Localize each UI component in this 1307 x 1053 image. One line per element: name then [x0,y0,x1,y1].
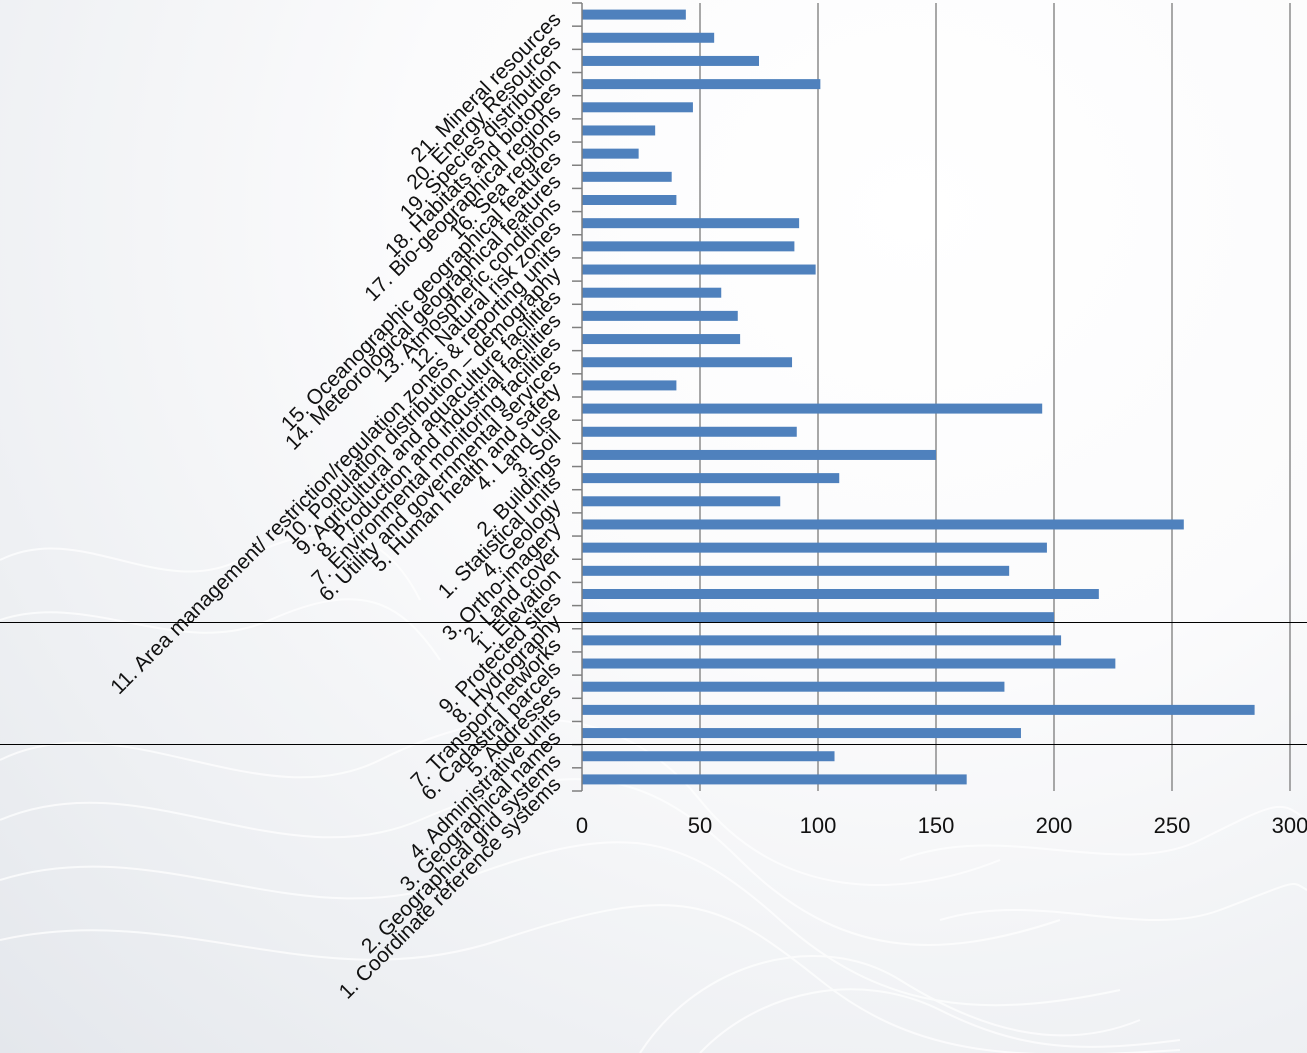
bar [582,728,1021,739]
bar [582,125,656,136]
bar [582,542,1047,553]
bar [582,287,722,298]
bar [582,612,1054,623]
bar [582,658,1116,669]
bar [582,635,1062,646]
bar [582,55,759,66]
bar [582,357,793,368]
bar [582,310,738,321]
horizontal-rule-upper [0,622,1307,623]
x-tick-label: 0 [576,813,588,838]
bar [582,264,816,275]
bar [582,195,677,205]
bar [582,403,1043,414]
x-tick-labels: 0 50 100 150 200 250 300 [576,813,1307,838]
bar [582,218,800,229]
bar [582,148,639,159]
bar [582,681,1005,692]
bar [582,751,835,762]
bar [582,241,795,252]
bar [582,32,715,43]
bar [582,704,1255,715]
bar [582,589,1099,599]
bar [582,496,781,507]
bar [582,449,936,460]
bar [582,426,797,437]
horizontal-rule-lower [0,744,1307,745]
bar [582,774,967,785]
x-tick-label: 300 [1272,813,1307,838]
bar [582,473,840,484]
axes [572,2,583,792]
bar [582,519,1184,530]
bar [582,334,741,345]
bar [582,79,821,90]
x-tick-label: 200 [1036,813,1073,838]
bar [582,171,672,182]
bar-series [582,9,1255,785]
x-tick-label: 50 [688,813,712,838]
x-tick-label: 250 [1154,813,1191,838]
bar [582,9,686,20]
category-label: 2. Geographical grid systems [357,750,566,959]
bar [582,102,693,113]
bar [582,565,1010,576]
gridlines [699,3,1291,791]
x-tick-label: 100 [800,813,837,838]
bar [582,380,677,391]
x-tick-label: 150 [918,813,955,838]
